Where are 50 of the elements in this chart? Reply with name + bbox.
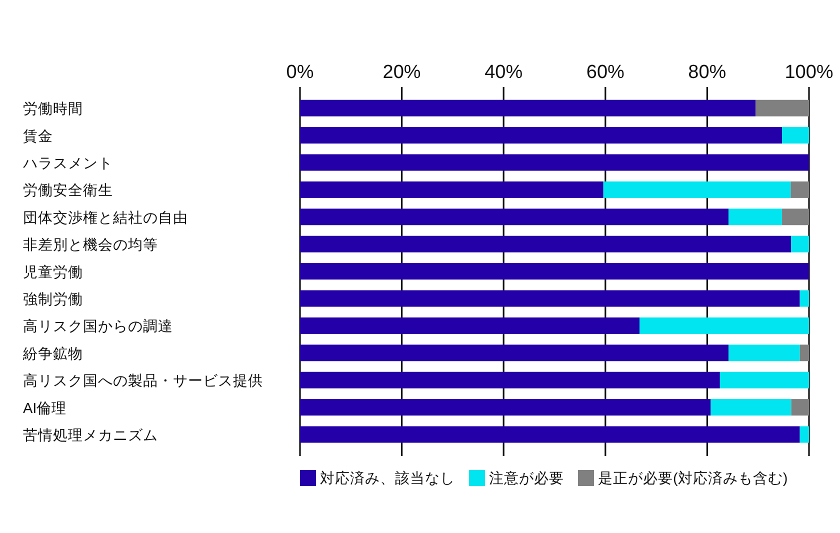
bar xyxy=(300,100,756,116)
bar xyxy=(710,399,792,416)
x-tick-label: 20% xyxy=(382,62,421,83)
x-tick-label: 40% xyxy=(484,62,523,83)
bar xyxy=(800,290,809,307)
bar xyxy=(782,208,809,226)
y-tick-label: 団体交渉権と結社の自由 xyxy=(23,209,188,226)
y-tick-label: 紛争鉱物 xyxy=(22,345,83,362)
bar xyxy=(720,372,809,388)
bar xyxy=(300,263,809,280)
bar xyxy=(300,290,800,307)
bar xyxy=(300,344,729,362)
bar xyxy=(300,372,720,388)
x-tick-label: 0% xyxy=(286,62,314,83)
y-tick-label: 労働安全衛生 xyxy=(23,182,113,200)
bar xyxy=(300,181,604,198)
bar xyxy=(800,344,809,362)
bar xyxy=(300,426,800,443)
bar xyxy=(300,208,729,226)
bar xyxy=(300,154,809,171)
bar xyxy=(300,399,711,416)
bar xyxy=(800,426,809,443)
bar xyxy=(756,100,809,116)
bar xyxy=(728,344,800,362)
y-tick-label: 非差別と機会の均等 xyxy=(23,236,158,254)
y-tick-label: 高リスク国への製品・サービス提供 xyxy=(23,372,263,390)
bar xyxy=(300,236,792,252)
bar xyxy=(300,127,782,144)
x-tick-label: 80% xyxy=(688,62,726,83)
y-tick-label: ハラスメント xyxy=(22,156,113,172)
bar xyxy=(300,317,640,334)
bar xyxy=(603,181,791,198)
y-tick-label: 児童労働 xyxy=(23,264,83,281)
x-tick-label: 60% xyxy=(586,62,625,83)
bar xyxy=(791,236,809,252)
y-tick-label: 賃金 xyxy=(23,128,53,145)
legend-label: 注意が必要 xyxy=(489,470,564,487)
legend-label: 対応済み、該当なし xyxy=(320,470,455,487)
bar xyxy=(640,317,809,334)
bar xyxy=(728,208,782,226)
y-tick-label: 高リスク国からの調達 xyxy=(23,318,173,336)
bar xyxy=(782,127,809,144)
y-tick-label: AI倫理 xyxy=(23,400,67,417)
bar xyxy=(790,181,809,198)
x-tick-label: 100% xyxy=(784,62,834,83)
y-tick-label: 強制労働 xyxy=(23,291,83,308)
bar xyxy=(791,399,809,416)
y-tick-label: 苦情処理メカニズム xyxy=(23,427,158,444)
legend-label: 是正が必要(対応済みも含む) xyxy=(598,470,788,487)
y-tick-label: 労働時間 xyxy=(23,100,83,118)
